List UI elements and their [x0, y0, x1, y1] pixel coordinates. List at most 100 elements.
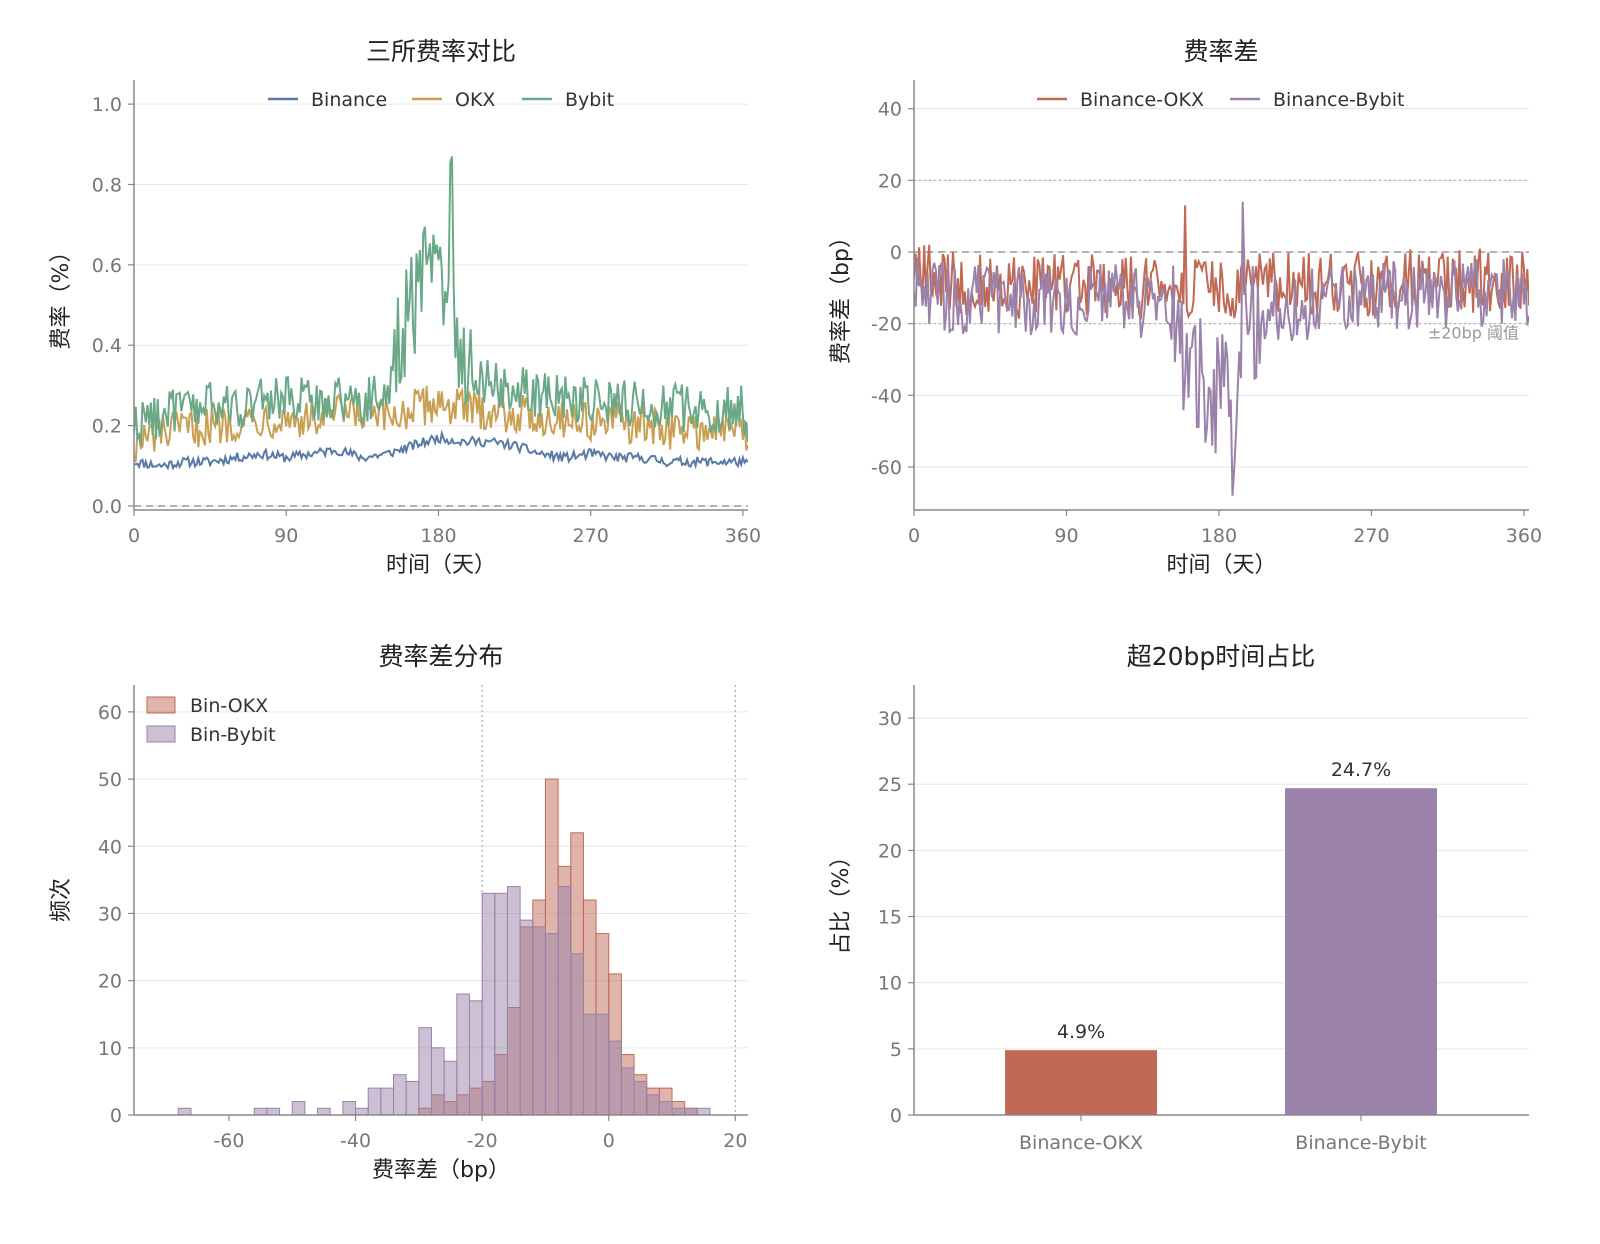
y-tick-label: -40: [871, 385, 902, 407]
legend-item: Binance: [268, 89, 387, 111]
legend-label: Binance: [311, 89, 387, 111]
y-tick-label: 25: [878, 774, 902, 796]
x-tick-label: 360: [1506, 525, 1542, 547]
y-axis-label: 费率（%）: [49, 241, 74, 350]
x-tick-label: 360: [725, 525, 761, 547]
y-tick-label: 0: [110, 1105, 122, 1127]
x-tick-label: 0: [908, 525, 920, 547]
histogram-bar: [443, 1060, 458, 1116]
legend-item: Bybit: [522, 89, 614, 111]
x-tick-label: -20: [467, 1130, 498, 1152]
histogram-bar: [380, 1087, 395, 1116]
histogram-bar: [456, 993, 470, 1116]
x-tick-label: 270: [1353, 525, 1389, 547]
y-axis-label: 频次: [49, 878, 74, 922]
histogram-bar: [253, 1107, 268, 1116]
x-axis-label: 时间（天）: [1166, 553, 1276, 578]
histogram-bar: [646, 1094, 660, 1116]
histogram-bar: [291, 1101, 306, 1116]
x-tick-label: -60: [213, 1130, 244, 1152]
histogram-bar: [481, 892, 496, 1116]
x-axis-label: 时间（天）: [386, 553, 496, 578]
legend-label: Bin-OKX: [190, 695, 268, 717]
y-tick-label: 0.0: [92, 496, 122, 518]
y-tick-label: 0.4: [92, 335, 122, 357]
histogram-diff_bybit: [177, 886, 711, 1116]
x-tick-label: 20: [723, 1130, 747, 1152]
legend-swatch: [146, 725, 176, 743]
histogram-bar: [355, 1107, 369, 1116]
x-tick-label: 0: [128, 525, 140, 547]
y-tick-label: 0.8: [92, 174, 122, 196]
histogram-bar: [671, 1107, 686, 1116]
y-axis-label: 费率差（bp）: [829, 226, 854, 364]
bar-value-label: 24.7%: [1331, 759, 1391, 781]
x-tick-label: 90: [1054, 525, 1078, 547]
histogram-bar: [696, 1107, 711, 1116]
histogram-bar: [595, 1013, 610, 1116]
histogram-bar: [658, 1101, 673, 1116]
y-tick-label: 60: [98, 702, 122, 724]
y-tick-label: 10: [878, 973, 902, 995]
y-tick-label: -20: [871, 314, 902, 336]
legend-label: Bin-Bybit: [190, 724, 276, 746]
histogram-bar: [342, 1101, 357, 1116]
bar-value-label: 4.9%: [1057, 1021, 1105, 1043]
histogram-bar: [532, 926, 546, 1116]
y-tick-label: 20: [98, 971, 122, 993]
histogram-bar: [393, 1074, 407, 1116]
series-line-okx: [134, 385, 748, 463]
histogram-bar: [633, 1080, 648, 1116]
histogram-bar: [317, 1107, 331, 1116]
chart-title: 三所费率对比: [366, 37, 516, 66]
legend-item: Binance-Bybit: [1230, 89, 1404, 111]
histogram-bar: [266, 1107, 281, 1116]
histogram-bar: [519, 919, 534, 1116]
legend-label: OKX: [455, 89, 495, 111]
y-tick-label: -60: [871, 457, 902, 479]
y-tick-label: 1.0: [92, 94, 122, 116]
y-tick-label: 30: [98, 903, 122, 925]
y-tick-label: 30: [878, 708, 902, 730]
y-tick-label: 0: [890, 242, 902, 264]
x-tick-label: Binance-OKX: [1019, 1132, 1143, 1154]
legend-item: OKX: [412, 89, 495, 111]
x-tick-label: 180: [420, 525, 456, 547]
legend-label: Bybit: [565, 89, 614, 111]
histogram-bar: [177, 1107, 192, 1116]
y-tick-label: 0: [890, 1105, 902, 1127]
y-tick-label: 10: [98, 1038, 122, 1060]
histogram-bar: [544, 933, 559, 1116]
histogram-bar: [570, 953, 584, 1116]
histogram-bar: [431, 1047, 445, 1116]
x-tick-label: 0: [603, 1130, 615, 1152]
histogram-bar: [418, 1027, 433, 1116]
series-line-bybit: [134, 156, 748, 447]
bar-diff_okx: [1005, 1050, 1157, 1115]
y-axis-label: 占比（%）: [829, 846, 854, 955]
histogram-bar: [494, 892, 508, 1116]
threshold-note: ±20bp 阈值: [1428, 324, 1519, 343]
series-line-binance: [134, 429, 748, 471]
legend-label: Binance-OKX: [1080, 89, 1204, 111]
histogram-bar: [684, 1107, 698, 1116]
legend-item: Bin-OKX: [146, 695, 268, 717]
y-tick-label: 40: [878, 99, 902, 121]
histogram-bar: [506, 886, 521, 1116]
y-tick-label: 20: [878, 840, 902, 862]
series-line-diff_bybit: [914, 201, 1529, 496]
y-tick-label: 0.6: [92, 255, 122, 277]
chart-title: 费率差: [1183, 37, 1258, 66]
legend-item: Bin-Bybit: [146, 724, 276, 746]
y-tick-label: 15: [878, 907, 902, 929]
histogram-bar: [367, 1087, 382, 1116]
y-tick-label: 0.2: [92, 416, 122, 438]
x-tick-label: 90: [274, 525, 298, 547]
panel-1: 0.0 0.2 0.4 0.6 0.8 1.0 0 90 180 270 360 三所费率对比时间（天…: [49, 37, 761, 578]
histogram-bar: [608, 1040, 622, 1116]
histogram-bar: [405, 1080, 420, 1116]
histogram-bar: [557, 886, 572, 1116]
